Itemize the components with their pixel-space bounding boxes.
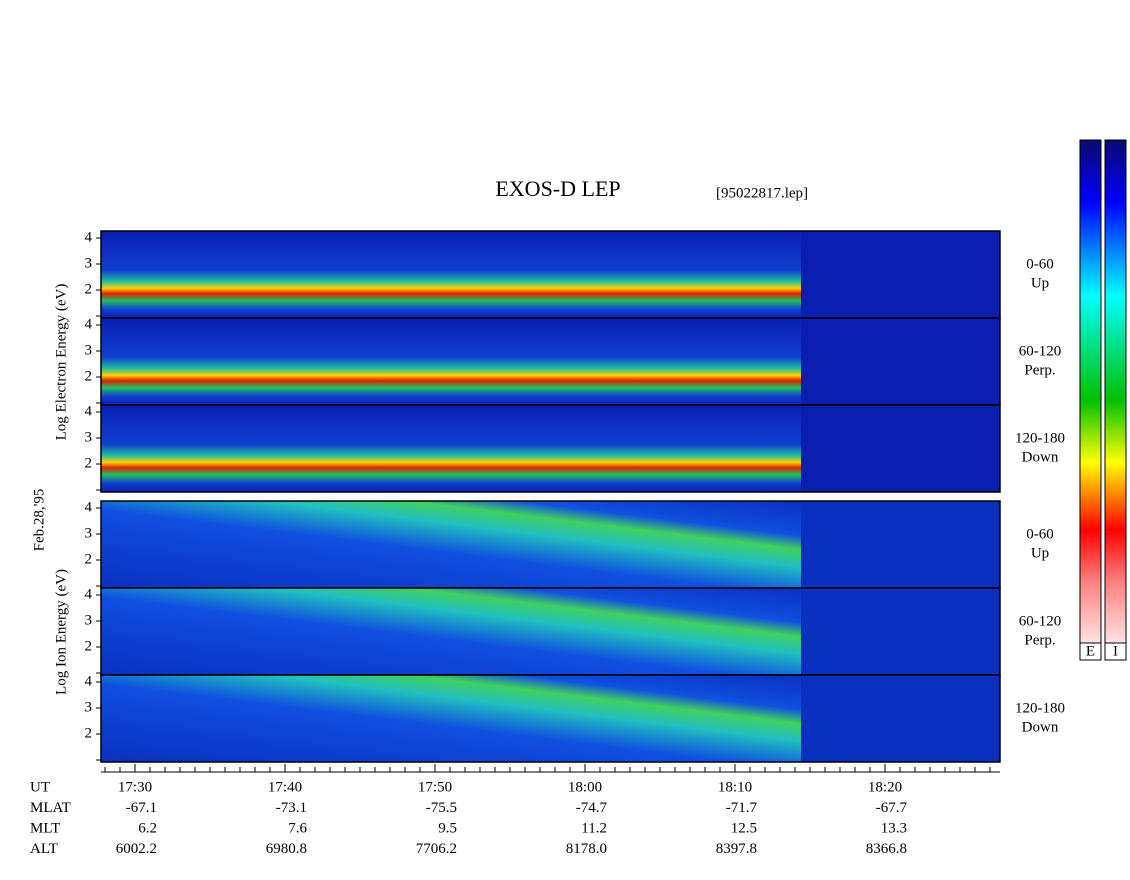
panel-direction: Down — [1022, 449, 1059, 465]
y-tick-label: 3 — [85, 525, 93, 541]
ephemeris-value: 13.3 — [881, 820, 907, 836]
spectrogram — [101, 501, 801, 588]
spectrogram — [801, 318, 1000, 405]
panel-range: 120-180 — [1015, 700, 1065, 716]
y-tick-label: 4 — [85, 586, 93, 602]
ephemeris-value: 7706.2 — [416, 841, 457, 857]
color-bar-box — [1079, 642, 1102, 661]
y-tick-label: 2 — [85, 638, 93, 654]
panel-range: 120-180 — [1015, 430, 1065, 446]
ephemeris-value: -73.1 — [276, 800, 307, 816]
panel-range: 60-120 — [1019, 343, 1062, 359]
y-tick-label: 4 — [85, 499, 93, 515]
color-bar — [1104, 139, 1127, 661]
spectrogram — [801, 675, 1000, 762]
ephemeris-value: 6002.2 — [116, 841, 157, 857]
spectrogram — [801, 405, 1000, 492]
row-label: MLAT — [30, 800, 71, 816]
panel-range: 0-60 — [1026, 526, 1054, 542]
ephemeris-value: 6980.8 — [266, 841, 307, 857]
row-label: MLT — [30, 820, 60, 836]
electron-axis-label: Log Electron Energy (eV) — [53, 284, 69, 441]
file-name: [95022817.lep] — [716, 185, 808, 201]
spectrogram — [101, 405, 801, 492]
y-tick-label: 4 — [85, 229, 93, 245]
time-label: 18:00 — [568, 779, 602, 795]
spectrogram — [801, 231, 1000, 318]
y-tick-label: 3 — [85, 342, 93, 358]
panel-direction: Down — [1022, 719, 1059, 735]
row-label: ALT — [30, 841, 58, 857]
color-bar-label: I — [1113, 643, 1118, 659]
ephemeris-value: 7.6 — [288, 820, 307, 836]
panel-direction: Perp. — [1024, 632, 1055, 648]
y-tick-label: 2 — [85, 281, 93, 297]
spectrogram — [101, 588, 801, 675]
color-bar — [1079, 139, 1102, 661]
y-tick-label: 4 — [85, 673, 93, 689]
panel-direction: Up — [1031, 275, 1049, 291]
y-tick-label: 3 — [85, 699, 93, 715]
time-label: 17:40 — [268, 779, 302, 795]
ephemeris-value: 8397.8 — [716, 841, 757, 857]
panel-frame — [100, 404, 1001, 493]
ephemeris-value: -67.1 — [126, 800, 157, 816]
y-tick-label: 3 — [85, 255, 93, 271]
title: EXOS-D LEP — [495, 176, 620, 201]
ephemeris-value: -67.7 — [876, 800, 908, 816]
y-tick-label: 2 — [85, 725, 93, 741]
y-tick-label: 2 — [85, 368, 93, 384]
y-tick-label: 3 — [85, 429, 93, 445]
y-tick-label: 2 — [85, 551, 93, 567]
panel-direction: Perp. — [1024, 362, 1055, 378]
panel-direction: Up — [1031, 545, 1049, 561]
y-tick-label: 2 — [85, 455, 93, 471]
panel-frame — [100, 674, 1001, 763]
y-tick-label: 4 — [85, 316, 93, 332]
time-label: 18:20 — [868, 779, 902, 795]
date-label: Feb.28,'95 — [31, 489, 47, 552]
row-label: UT — [30, 779, 50, 795]
color-bar-box — [1104, 642, 1127, 661]
ephemeris-value: -75.5 — [426, 800, 457, 816]
ephemeris-value: 11.2 — [581, 820, 607, 836]
time-label: 17:30 — [118, 779, 152, 795]
spectrogram — [101, 675, 801, 762]
time-label: 17:50 — [418, 779, 452, 795]
y-tick-label: 3 — [85, 612, 93, 628]
time-label: 18:10 — [718, 779, 752, 795]
spectrogram — [801, 501, 1000, 588]
ephemeris-value: 12.5 — [731, 820, 757, 836]
ephemeris-value: 9.5 — [438, 820, 457, 836]
spectrogram — [101, 318, 801, 405]
ion-axis-label: Log Ion Energy (eV) — [53, 569, 69, 695]
ephemeris-value: 8178.0 — [566, 841, 607, 857]
spectrogram — [101, 231, 801, 318]
y-tick-label: 4 — [85, 403, 93, 419]
ephemeris-value: 8366.8 — [866, 841, 907, 857]
color-bar-label: E — [1086, 643, 1095, 659]
ephemeris-value: -71.7 — [726, 800, 758, 816]
spectrogram — [801, 588, 1000, 675]
panel-range: 60-120 — [1019, 613, 1062, 629]
ephemeris-value: -74.7 — [576, 800, 608, 816]
panel-range: 0-60 — [1026, 256, 1054, 272]
ephemeris-value: 6.2 — [138, 820, 157, 836]
